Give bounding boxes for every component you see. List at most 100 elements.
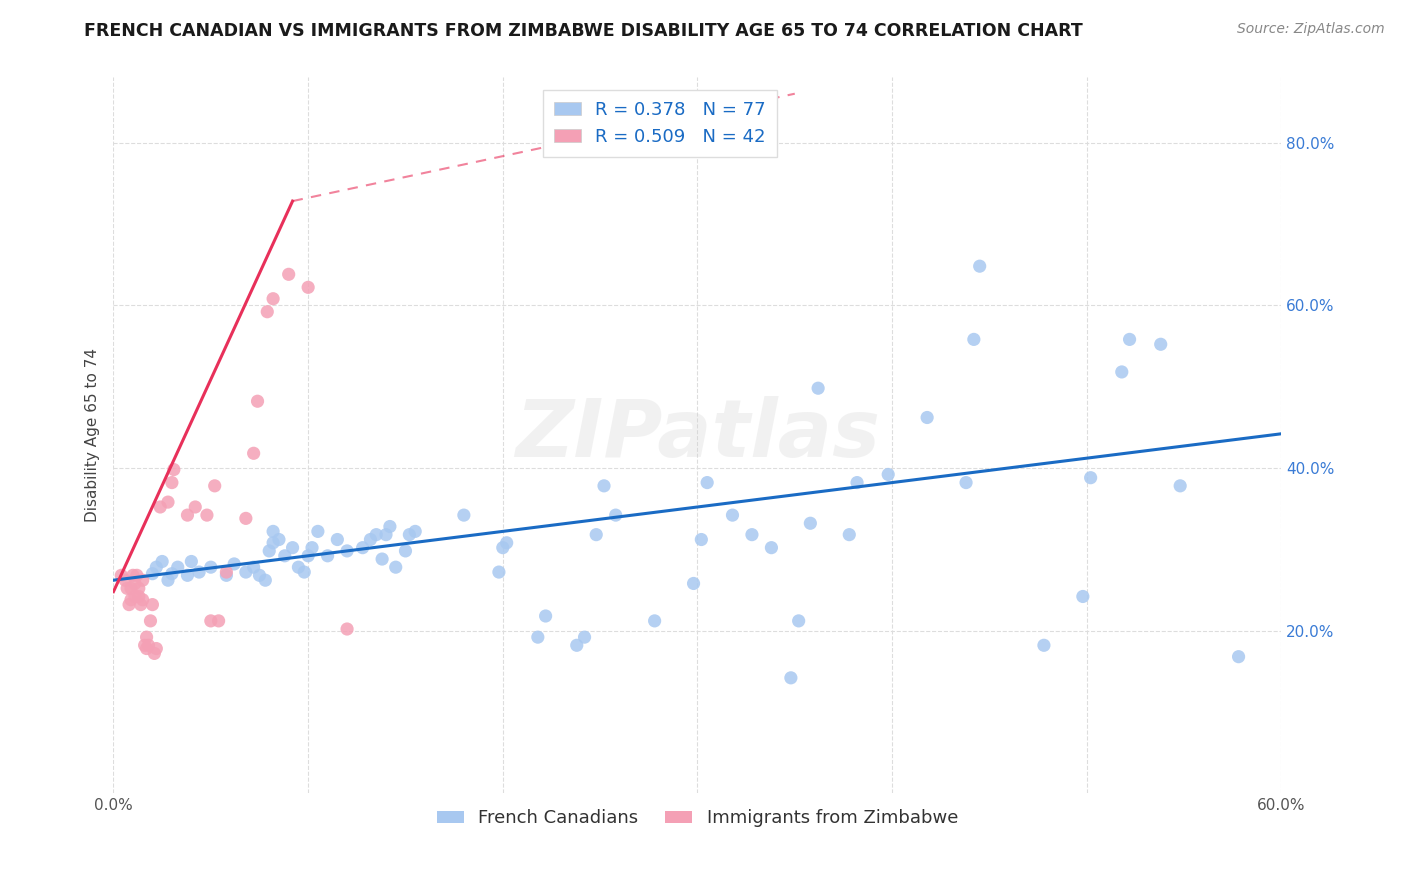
Point: [915, 410, 938, 425]
Point: [215, 568, 238, 582]
Point: [249, 568, 271, 582]
Point: [150, 554, 173, 568]
Point: [644, 614, 666, 628]
Point: [593, 479, 616, 493]
Point: [301, 541, 323, 555]
Point: [963, 332, 986, 346]
Point: [846, 475, 869, 490]
Point: [488, 565, 510, 579]
Point: [115, 582, 138, 596]
Point: [242, 446, 264, 460]
Point: [404, 524, 426, 539]
Point: [138, 638, 160, 652]
Y-axis label: Disability Age 65 to 74: Disability Age 65 to 74: [86, 349, 100, 523]
Point: [336, 622, 359, 636]
Point: [492, 541, 515, 555]
Point: [242, 560, 264, 574]
Point: [246, 394, 269, 409]
Point: [141, 566, 163, 581]
Point: [394, 544, 416, 558]
Point: [195, 508, 218, 522]
Point: [128, 590, 150, 604]
Point: [235, 511, 257, 525]
Point: [297, 280, 319, 294]
Point: [129, 598, 152, 612]
Point: [371, 552, 394, 566]
Point: [149, 500, 172, 514]
Point: [176, 508, 198, 522]
Point: [184, 500, 207, 514]
Point: [384, 560, 406, 574]
Point: [955, 475, 977, 490]
Point: [257, 544, 280, 558]
Point: [122, 568, 145, 582]
Point: [131, 573, 153, 587]
Point: [128, 582, 150, 596]
Point: [125, 568, 148, 582]
Point: [114, 573, 136, 587]
Point: [534, 609, 557, 624]
Point: [166, 560, 188, 574]
Point: [1118, 332, 1140, 346]
Point: [316, 549, 339, 563]
Point: [254, 573, 277, 587]
Point: [1111, 365, 1133, 379]
Point: [120, 592, 142, 607]
Point: [741, 527, 763, 541]
Point: [1032, 638, 1054, 652]
Text: Source: ZipAtlas.com: Source: ZipAtlas.com: [1237, 22, 1385, 37]
Point: [118, 598, 141, 612]
Point: [969, 259, 991, 273]
Point: [307, 524, 329, 539]
Point: [180, 554, 202, 568]
Point: [297, 549, 319, 563]
Point: [277, 268, 299, 282]
Point: [690, 533, 713, 547]
Point: [110, 568, 132, 582]
Legend: French Canadians, Immigrants from Zimbabwe: French Canadians, Immigrants from Zimbab…: [429, 802, 966, 834]
Point: [495, 535, 517, 549]
Point: [1071, 590, 1094, 604]
Point: [134, 638, 156, 652]
Point: [378, 519, 401, 533]
Point: [200, 560, 222, 574]
Point: [721, 508, 744, 522]
Point: [366, 527, 388, 541]
Point: [145, 560, 167, 574]
Point: [787, 614, 810, 628]
Point: [780, 671, 803, 685]
Point: [336, 544, 359, 558]
Text: ZIPatlas: ZIPatlas: [515, 396, 880, 475]
Point: [585, 527, 607, 541]
Point: [163, 462, 186, 476]
Point: [262, 535, 284, 549]
Point: [207, 614, 229, 628]
Point: [160, 566, 183, 581]
Point: [359, 533, 381, 547]
Point: [135, 641, 157, 656]
Point: [326, 533, 349, 547]
Point: [267, 533, 290, 547]
Point: [799, 516, 821, 531]
Point: [807, 381, 830, 395]
Point: [120, 582, 142, 596]
Point: [135, 630, 157, 644]
Point: [696, 475, 718, 490]
Point: [139, 614, 162, 628]
Point: [838, 527, 860, 541]
Point: [274, 549, 297, 563]
Point: [375, 527, 398, 541]
Point: [565, 638, 588, 652]
Point: [352, 541, 374, 555]
Point: [256, 304, 278, 318]
Text: FRENCH CANADIAN VS IMMIGRANTS FROM ZIMBABWE DISABILITY AGE 65 TO 74 CORRELATION : FRENCH CANADIAN VS IMMIGRANTS FROM ZIMBA…: [84, 22, 1083, 40]
Point: [1227, 649, 1250, 664]
Point: [204, 479, 226, 493]
Point: [124, 576, 146, 591]
Point: [188, 565, 211, 579]
Point: [527, 630, 550, 644]
Point: [1168, 479, 1191, 493]
Point: [143, 647, 166, 661]
Point: [877, 467, 900, 482]
Point: [453, 508, 475, 522]
